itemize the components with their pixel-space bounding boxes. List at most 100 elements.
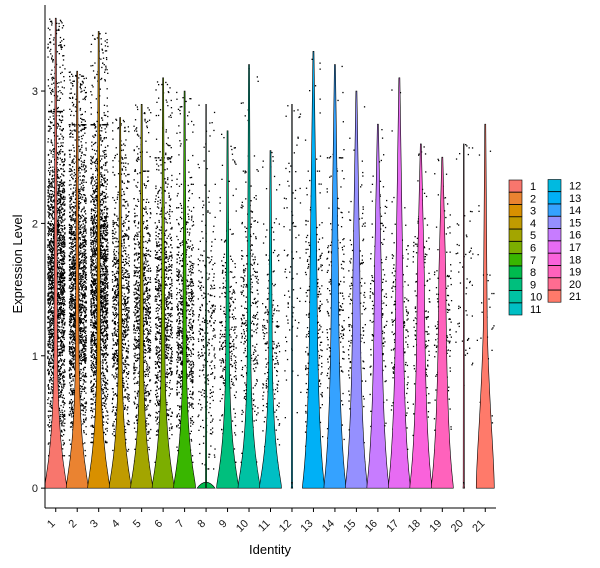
jitter-point: [60, 391, 62, 393]
jitter-point: [90, 267, 92, 269]
jitter-point: [64, 196, 66, 198]
jitter-point: [58, 230, 60, 232]
jitter-point: [57, 365, 59, 367]
jitter-point: [49, 405, 51, 407]
jitter-point: [74, 332, 76, 334]
jitter-point: [85, 326, 87, 328]
jitter-point: [81, 385, 83, 388]
jitter-point: [50, 254, 53, 256]
jitter-point: [80, 336, 83, 339]
jitter-point: [95, 326, 98, 328]
jitter-point: [95, 185, 97, 187]
jitter-point: [83, 418, 85, 421]
jitter-point: [59, 112, 61, 114]
jitter-point: [48, 363, 50, 365]
jitter-point: [85, 376, 88, 378]
jitter-point: [57, 200, 59, 203]
jitter-point: [62, 300, 64, 302]
jitter-point: [103, 227, 105, 229]
jitter-point: [61, 349, 63, 351]
jitter-point: [59, 153, 61, 155]
jitter-point: [69, 322, 71, 324]
jitter-point: [100, 166, 102, 169]
jitter-point: [52, 228, 54, 230]
jitter-point: [69, 382, 71, 384]
jitter-point: [51, 206, 53, 208]
jitter-point: [50, 48, 52, 51]
jitter-point: [63, 402, 65, 404]
jitter-point: [70, 290, 73, 292]
jitter-point: [84, 285, 86, 287]
jitter-point: [57, 334, 59, 336]
jitter-point: [74, 279, 76, 281]
jitter-point: [83, 239, 85, 241]
jitter-point: [79, 86, 81, 88]
jitter-point: [70, 404, 73, 406]
jitter-point: [91, 161, 94, 163]
jitter-point: [49, 310, 51, 312]
jitter-point: [62, 293, 64, 295]
jitter-point: [72, 238, 74, 240]
jitter-point: [83, 397, 85, 399]
jitter-point: [83, 119, 85, 121]
jitter-point: [58, 310, 60, 312]
jitter-point: [100, 328, 102, 330]
jitter-point: [69, 443, 72, 445]
jitter-point: [48, 388, 50, 390]
jitter-point: [70, 110, 73, 112]
jitter-point: [48, 364, 50, 366]
jitter-point: [104, 317, 107, 319]
jitter-point: [73, 114, 75, 117]
jitter-point: [68, 360, 71, 363]
jitter-point: [56, 259, 59, 262]
jitter-point: [74, 93, 76, 95]
jitter-point: [72, 314, 74, 316]
jitter-point: [52, 76, 54, 78]
jitter-point: [58, 369, 60, 371]
jitter-point: [48, 262, 50, 264]
jitter-point: [57, 110, 59, 113]
jitter-point: [80, 405, 82, 407]
jitter-point: [63, 269, 65, 271]
jitter-point: [48, 233, 50, 235]
jitter-point: [52, 181, 54, 183]
jitter-point: [106, 398, 108, 400]
jitter-point: [105, 330, 108, 333]
jitter-point: [51, 186, 53, 188]
jitter-point: [63, 195, 65, 197]
jitter-point: [71, 304, 73, 306]
jitter-point: [73, 207, 75, 209]
jitter-point: [68, 231, 71, 233]
jitter-point: [51, 390, 53, 392]
jitter-point: [59, 279, 61, 281]
jitter-point: [47, 299, 50, 301]
jitter-point: [93, 191, 95, 193]
jitter-point: [53, 307, 55, 309]
jitter-point: [68, 370, 70, 372]
jitter-point: [105, 273, 107, 275]
jitter-point: [81, 118, 83, 120]
jitter-point: [79, 335, 81, 337]
jitter-point: [48, 343, 50, 346]
jitter-point: [100, 293, 102, 296]
jitter-point: [72, 316, 74, 318]
jitter-point: [63, 380, 65, 382]
jitter-point: [80, 88, 82, 90]
jitter-point: [70, 234, 72, 236]
jitter-point: [62, 161, 64, 163]
jitter-point: [70, 318, 72, 320]
jitter-point: [59, 283, 61, 286]
jitter-point: [56, 273, 59, 276]
jitter-point: [81, 285, 83, 287]
jitter-point: [84, 250, 86, 252]
jitter-point: [72, 263, 74, 265]
jitter-point: [53, 348, 55, 350]
jitter-point: [63, 344, 65, 346]
jitter-point: [73, 337, 75, 339]
jitter-point: [61, 385, 63, 387]
jitter-point: [70, 168, 72, 170]
jitter-point: [82, 184, 84, 187]
jitter-point: [53, 232, 55, 234]
jitter-point: [79, 323, 81, 325]
jitter-point: [79, 332, 82, 334]
